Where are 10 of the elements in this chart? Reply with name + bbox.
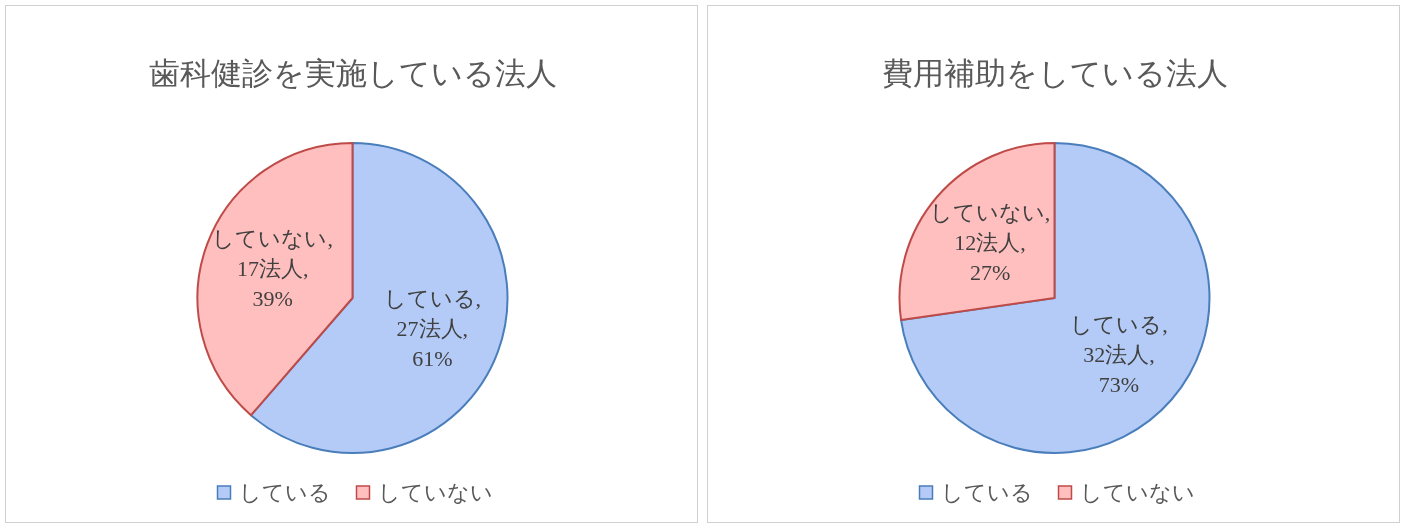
data-label: していない, 17法人, 39% (212, 226, 333, 312)
chart-title: 費用補助をしている法人 (881, 56, 1228, 91)
chart-title: 歯科健診を実施している法人 (148, 56, 557, 91)
data-label: している, 32法人, 73% (1070, 311, 1168, 397)
data-label: している, 27法人, 61% (383, 285, 482, 371)
legend-label: している (238, 480, 331, 505)
legend-label: していない (1079, 480, 1195, 505)
legend-label: している (940, 480, 1033, 505)
data-label: していない, 12法人, 27% (929, 200, 1051, 286)
legend-label: していない (377, 480, 493, 505)
